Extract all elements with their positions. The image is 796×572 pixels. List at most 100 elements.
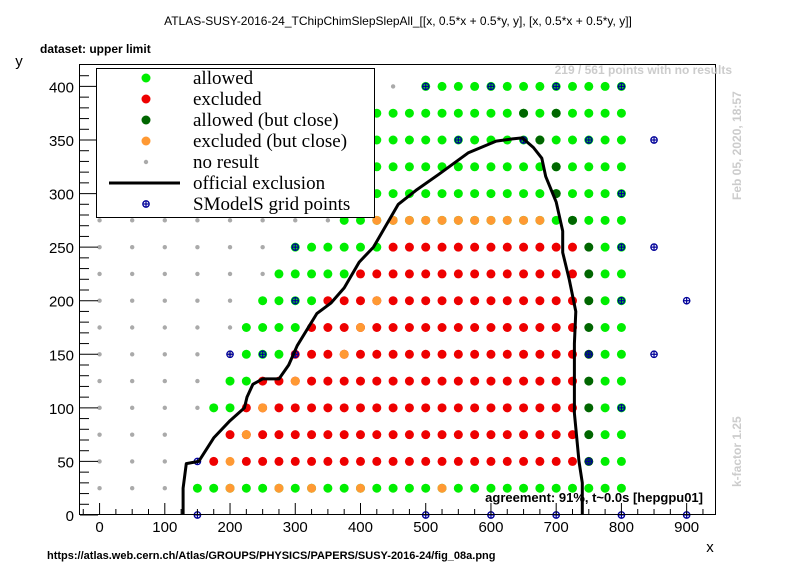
excluded-point [388, 456, 398, 466]
excluded-point [470, 376, 480, 386]
excluded-point [372, 456, 382, 466]
excluded-point [404, 242, 414, 252]
excluded-point [404, 403, 414, 413]
allowed-point [241, 323, 251, 332]
no-result-point [260, 271, 265, 277]
no-result-point [129, 352, 135, 357]
allowed-point [584, 162, 594, 172]
allowed-point [437, 81, 447, 91]
allowed-point [388, 135, 398, 145]
excluded-point [323, 456, 333, 466]
legend-marker [142, 200, 150, 208]
excluded-point [535, 349, 545, 359]
allowed-point [421, 135, 431, 145]
excluded-point [307, 403, 317, 413]
allowed-point [323, 483, 333, 493]
x-tick-label: 800 [609, 519, 634, 536]
allowed-point [502, 483, 512, 493]
excluded-point [551, 430, 561, 440]
x-tick-label: 600 [478, 519, 503, 536]
excluded-point [290, 403, 300, 413]
no-result-point [97, 244, 102, 250]
allowed-point [355, 242, 365, 252]
allowed-but-close-point [584, 269, 594, 279]
excluded-point [486, 242, 496, 252]
allowed-point [567, 483, 577, 493]
allowed-point [290, 323, 300, 332]
allowed-point [616, 162, 626, 172]
allowed-point [616, 135, 626, 145]
excluded-point [339, 456, 349, 466]
smodels-grid-point [617, 189, 626, 198]
no-result-point [129, 432, 135, 437]
allowed-point [551, 135, 561, 145]
legend-label: SModelS grid points [193, 194, 350, 215]
allowed-point [600, 456, 610, 466]
allowed-point [453, 162, 463, 172]
excluded-point [470, 242, 480, 252]
excluded-point [551, 403, 561, 413]
no-result-point [129, 405, 135, 411]
excluded-point [453, 376, 463, 386]
no-result-point [97, 271, 102, 277]
allowed-point [486, 108, 496, 118]
no-result-point [97, 298, 102, 303]
allowed-but-close-point [551, 162, 561, 172]
allowed-point [616, 349, 626, 359]
excluded-but-close-point [274, 483, 284, 493]
allowed-but-close-point [584, 242, 594, 252]
no-result-point [97, 405, 102, 411]
allowed-but-close-point [551, 108, 561, 118]
allowed-point [453, 108, 463, 118]
excluded-point [437, 296, 447, 306]
excluded-point [551, 376, 561, 386]
no-result-point [195, 405, 200, 411]
excluded-point [453, 269, 463, 279]
no-result-point [129, 271, 135, 277]
excluded-point [551, 269, 561, 279]
excluded-point [421, 403, 431, 413]
exclusion-curve [181, 136, 584, 515]
official-exclusion-line [181, 136, 584, 515]
legend-label: official exclusion [193, 173, 326, 194]
excluded-point [470, 323, 480, 332]
excluded-point [502, 269, 512, 279]
excluded-but-close-point [355, 323, 365, 332]
excluded-point [519, 296, 529, 306]
legend-label: allowed (but close) [193, 110, 339, 131]
allowed-point [616, 215, 626, 225]
y-tick-label: 400 [49, 79, 74, 96]
excluded-point [535, 242, 545, 252]
allowed-but-close-point [567, 215, 577, 225]
smodels-grid-point [552, 82, 561, 91]
smodels-grid-point [617, 243, 626, 251]
no-result-point [195, 218, 200, 223]
excluded-but-close-point [355, 483, 365, 493]
no-result-point [162, 405, 167, 411]
legend-entry: allowed [141, 68, 254, 89]
no-result-point [162, 378, 167, 384]
excluded-but-close-point [225, 456, 235, 466]
excluded-but-close-point [453, 215, 463, 225]
allowed-point [225, 376, 235, 386]
allowed-point [355, 215, 365, 225]
excluded-point [535, 456, 545, 466]
allowed-point [421, 189, 431, 199]
smodels-grid-point [487, 82, 495, 91]
excluded-point [437, 376, 447, 386]
allowed-point [600, 376, 610, 386]
y-tick-label: 250 [49, 240, 74, 257]
allowed-but-close-point [584, 323, 594, 332]
excluded-but-close-point [372, 215, 382, 225]
allowed-point [339, 483, 349, 493]
allowed-point [502, 162, 512, 172]
allowed-point [567, 189, 577, 199]
no-result-point [227, 218, 233, 223]
no-result-point [97, 432, 102, 437]
legend-entry: excluded (but close) [141, 131, 347, 152]
excluded-point [437, 349, 447, 359]
excluded-point [470, 349, 480, 359]
excluded-point [372, 403, 382, 413]
smodels-grid-point [454, 136, 463, 144]
excluded-point [421, 430, 431, 440]
